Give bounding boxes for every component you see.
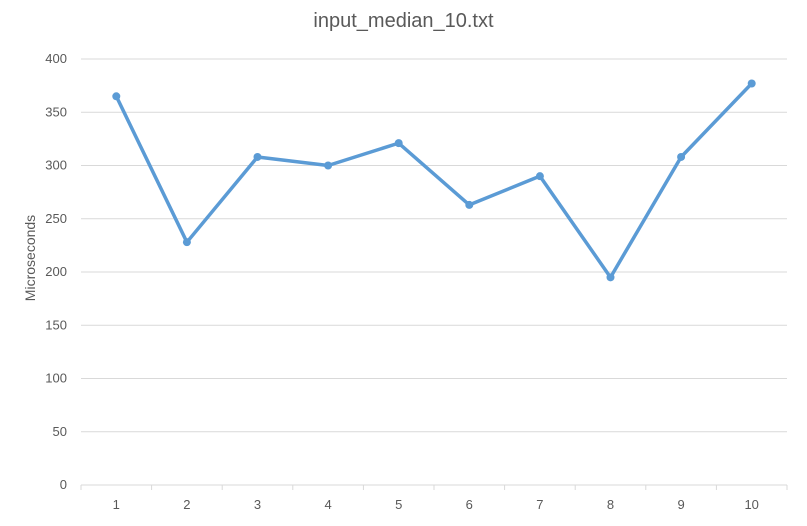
x-tick-label: 7 <box>536 497 543 512</box>
x-tick-label: 4 <box>324 497 331 512</box>
chart-title: input_median_10.txt <box>313 10 494 32</box>
data-point <box>465 200 474 209</box>
data-point <box>747 79 756 88</box>
data-point <box>394 139 403 148</box>
x-tick-label: 10 <box>744 497 758 512</box>
y-tick-label: 0 <box>60 477 67 492</box>
x-tick-label: 1 <box>113 497 120 512</box>
y-tick-label: 200 <box>45 264 67 279</box>
x-tick-label: 6 <box>466 497 473 512</box>
x-tick-label: 2 <box>183 497 190 512</box>
x-tick-label: 9 <box>677 497 684 512</box>
y-tick-label: 150 <box>45 317 67 332</box>
data-point <box>253 152 262 161</box>
x-tick-label: 5 <box>395 497 402 512</box>
data-point <box>677 152 686 161</box>
y-tick-label: 300 <box>45 158 67 173</box>
y-tick-label: 100 <box>45 371 67 386</box>
y-tick-label: 400 <box>45 51 67 66</box>
data-point <box>606 273 615 282</box>
y-tick-label: 350 <box>45 104 67 119</box>
data-point <box>182 238 191 247</box>
x-tick-label: 3 <box>254 497 261 512</box>
x-tick-label: 8 <box>607 497 614 512</box>
y-tick-label: 250 <box>45 211 67 226</box>
data-point <box>112 92 121 101</box>
y-tick-label: 50 <box>53 424 67 439</box>
data-point <box>324 161 333 170</box>
series-line <box>114 81 754 280</box>
data-point <box>535 172 544 181</box>
